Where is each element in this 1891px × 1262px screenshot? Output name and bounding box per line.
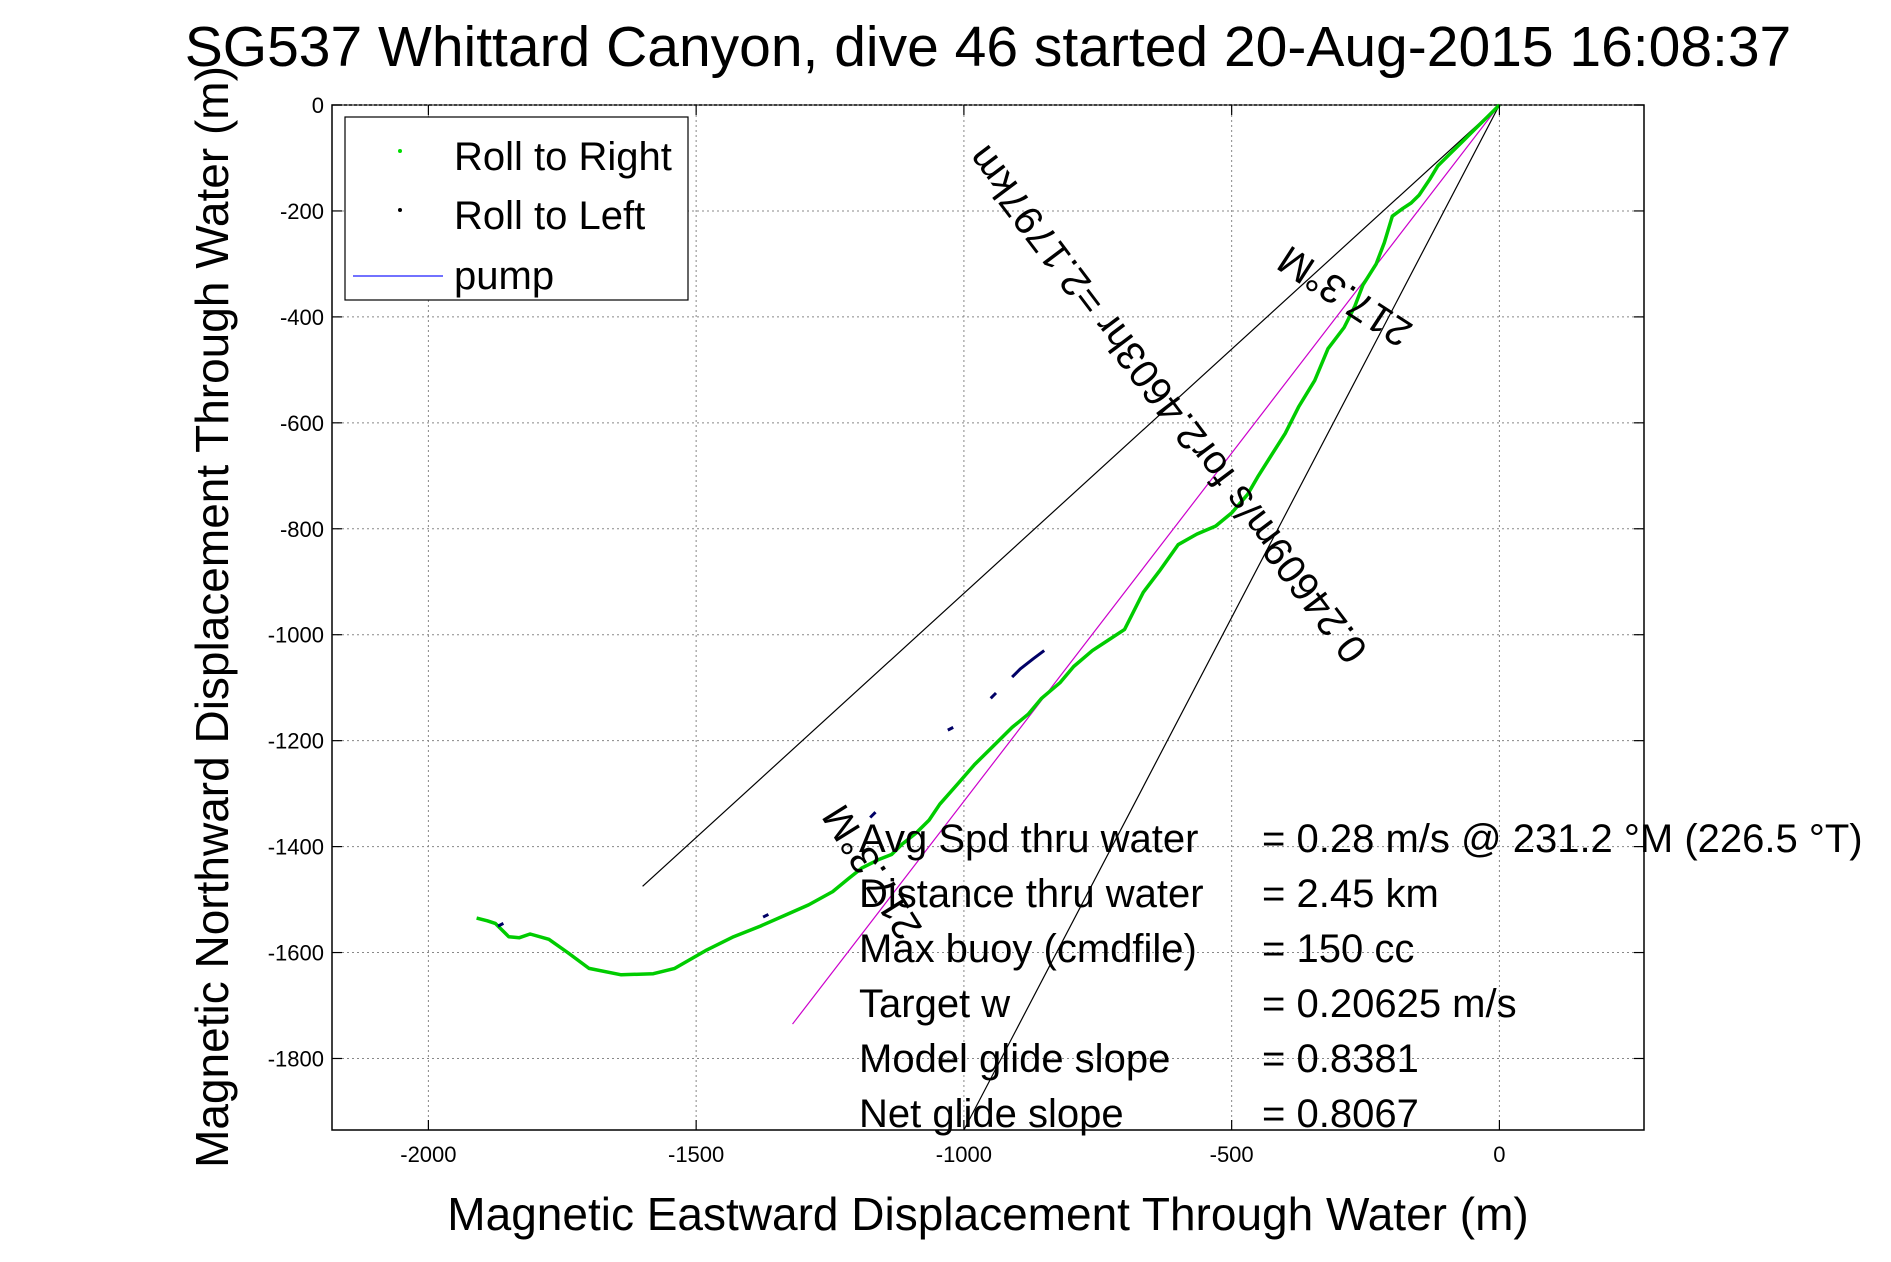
y-tick-label: -200	[280, 199, 324, 224]
legend-label-roll-left: Roll to Left	[454, 194, 645, 238]
guide-line	[963, 104, 1500, 1131]
legend-marker-roll-left	[398, 208, 402, 212]
y-ticks: 0 -200 -400 -600 -800 -1000 -1200 -1400 -1600 -18…	[268, 93, 1644, 1071]
y-tick-label: -600	[280, 411, 324, 436]
x-tick-label: -1500	[668, 1142, 724, 1167]
y-tick-label: -1600	[268, 941, 324, 966]
y-tick-label: -1400	[268, 835, 324, 860]
annotation-model-glide-label: Model glide slope	[859, 1037, 1170, 1081]
y-tick-label: 0	[312, 93, 324, 118]
x-tick-label: -1000	[936, 1142, 992, 1167]
y-tick-label: -1000	[268, 623, 324, 648]
annotation-avg-speed-value: = 0.28 m/s @ 231.2 °M (226.5 °T)	[1262, 817, 1863, 861]
series-roll-to-left	[869, 811, 877, 819]
x-tick-label: 0	[1493, 1142, 1505, 1167]
annotation-net-glide-label: Net glide slope	[859, 1092, 1124, 1136]
y-tick-label: -400	[280, 305, 324, 330]
x-axis-label: Magnetic Eastward Displacement Through W…	[447, 1188, 1528, 1240]
legend-label-roll-right: Roll to Right	[454, 135, 672, 179]
x-ticks: -2000 -1500 -1000 -500 0	[400, 105, 1506, 1167]
series-group	[476, 103, 1501, 977]
y-tick-label: -1200	[268, 729, 324, 754]
series-roll-to-left	[497, 922, 505, 928]
annotation-net-glide-value: = 0.8067	[1262, 1092, 1419, 1136]
series-roll-to-left	[989, 691, 998, 700]
guide-lines	[642, 104, 1500, 1131]
legend-marker-roll-right	[398, 149, 402, 153]
legend-box	[344, 116, 689, 301]
annotation-distance-label: Distance thru water	[859, 872, 1204, 916]
annotation-max-buoy-value: = 150 cc	[1262, 927, 1414, 971]
annotation-avg-speed-label: Avg Spd thru water	[859, 817, 1198, 861]
chart-title: SG537 Whittard Canyon, dive 46 started 2…	[185, 15, 1792, 79]
annotation-target-w-label: Target w	[859, 982, 1010, 1026]
guide-line	[642, 104, 1500, 887]
guide-line	[792, 104, 1500, 1025]
series-roll-to-left	[762, 913, 770, 919]
series-roll-to-left	[1011, 649, 1046, 679]
legend: Roll to Right Roll to Left pump	[344, 116, 689, 301]
annotation-model-glide-value: = 0.8381	[1262, 1037, 1419, 1081]
annotation-max-buoy-label: Max buoy (cmdfile)	[859, 927, 1197, 971]
annotation-target-w-value: = 0.20625 m/s	[1262, 982, 1517, 1026]
y-axis-label: Magnetic Northward Displacement Through …	[186, 66, 238, 1168]
series-roll-to-left	[947, 726, 954, 732]
x-tick-label: -2000	[400, 1142, 456, 1167]
plot-area: -2000 -1500 -1000 -500 0 0 -200 -400 -600 -800 -1…	[268, 93, 1645, 1167]
legend-label-pump: pump	[454, 254, 554, 298]
y-tick-label: -1800	[268, 1046, 324, 1071]
x-tick-label: -500	[1210, 1142, 1254, 1167]
series-roll-to-right	[476, 103, 1501, 977]
annotation-distance-value: = 2.45 km	[1262, 872, 1439, 916]
annotations: Avg Spd thru water = 0.28 m/s @ 231.2 °M…	[859, 817, 1863, 1136]
y-tick-label: -800	[280, 517, 324, 542]
